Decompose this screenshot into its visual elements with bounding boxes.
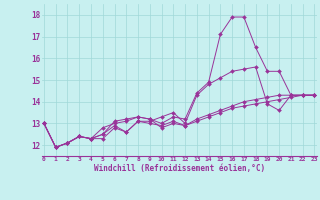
X-axis label: Windchill (Refroidissement éolien,°C): Windchill (Refroidissement éolien,°C) — [94, 164, 265, 173]
